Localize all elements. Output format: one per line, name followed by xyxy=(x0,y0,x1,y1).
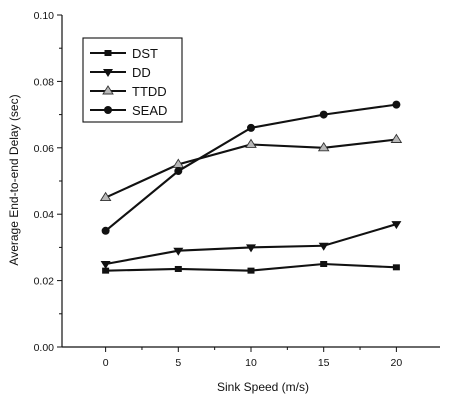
data-point-dst xyxy=(174,265,182,272)
series-ttdd xyxy=(99,133,403,202)
legend-label-sead: SEAD xyxy=(132,103,167,118)
x-tick-label: 20 xyxy=(391,357,403,369)
series-line-sead xyxy=(104,103,397,232)
data-point-dst xyxy=(102,267,110,274)
legend-label-dst: DST xyxy=(132,46,158,61)
data-point-dd xyxy=(318,242,329,251)
ticks: 0.00 0.02 0.04 0.06 0.08 0.10 0 5 10 15 20 xyxy=(34,10,403,369)
y-tick-label: 0.00 xyxy=(34,342,55,354)
legend-label-ttdd: TTDD xyxy=(132,84,167,99)
data-point-ttdd xyxy=(99,191,112,202)
series-dd xyxy=(100,221,402,269)
x-tick-label: 5 xyxy=(175,357,181,369)
data-point-ttdd xyxy=(390,133,403,143)
y-tick-label: 0.08 xyxy=(34,76,55,88)
data-point-dd xyxy=(173,247,184,256)
legend-marker-dst xyxy=(104,50,112,56)
x-tick-label: 0 xyxy=(103,357,109,369)
data-point-ttdd xyxy=(317,141,330,152)
y-tick-label: 0.06 xyxy=(34,143,55,155)
data-point-sead xyxy=(101,226,110,235)
legend-marker-sead xyxy=(104,106,112,114)
data-point-dst xyxy=(392,264,400,271)
y-tick-label: 0.10 xyxy=(34,10,55,22)
y-axis-title: Average End-to-end Delay (sec) xyxy=(7,94,21,265)
series-line-dd xyxy=(105,223,397,266)
legend-label-dd: DD xyxy=(132,65,151,80)
legend-marker-ttdd xyxy=(102,85,114,95)
series-sead xyxy=(101,100,401,235)
legend-marker-dd xyxy=(103,69,113,77)
series-line-ttdd xyxy=(105,138,397,199)
data-point-dd xyxy=(391,221,402,230)
data-point-dst xyxy=(247,267,255,274)
data-point-sead xyxy=(247,123,255,132)
y-tick-label: 0.04 xyxy=(34,209,55,221)
data-point-dd xyxy=(246,244,256,253)
data-point-ttdd xyxy=(245,138,257,148)
x-axis-title: Sink Speed (m/s) xyxy=(217,380,309,394)
x-tick-label: 10 xyxy=(245,357,257,369)
x-tick-label: 15 xyxy=(318,357,330,369)
series-group xyxy=(99,100,403,274)
data-point-dd xyxy=(100,261,111,269)
series-dst xyxy=(102,261,400,274)
legend: DST DD TTDD SEAD xyxy=(82,37,183,123)
data-point-sead xyxy=(392,100,401,109)
data-point-sead xyxy=(319,110,328,119)
data-point-sead xyxy=(174,167,183,176)
data-point-dst xyxy=(320,261,328,267)
y-tick-label: 0.02 xyxy=(34,276,55,288)
